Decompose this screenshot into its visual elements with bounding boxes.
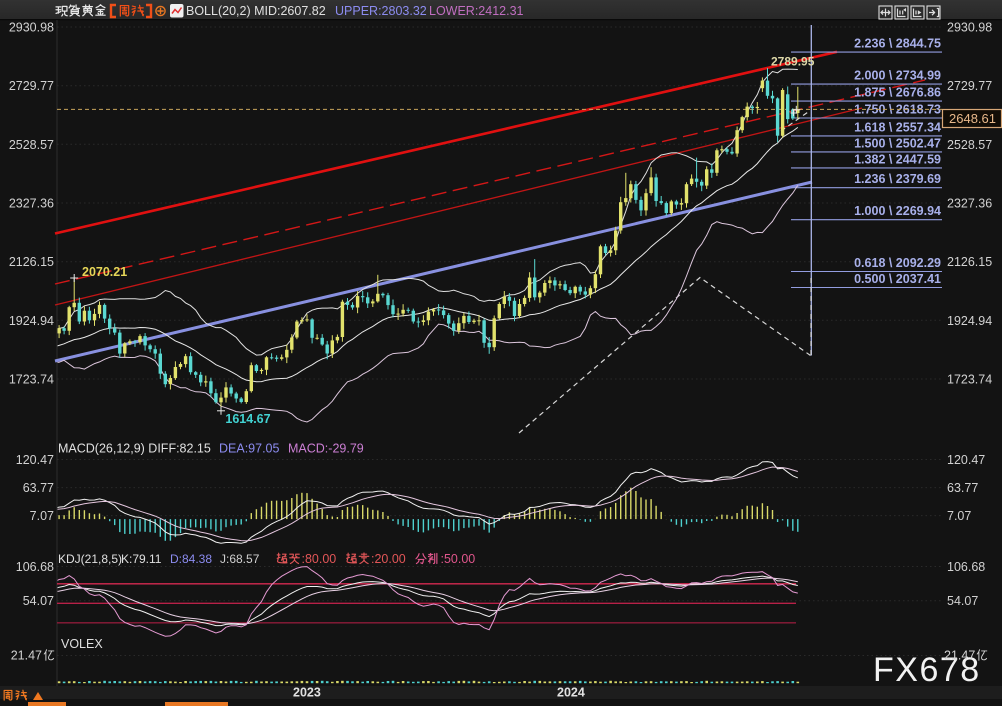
svg-text:106.68: 106.68 — [947, 560, 985, 574]
svg-text:63.77: 63.77 — [23, 481, 54, 495]
svg-text:120.47: 120.47 — [16, 453, 54, 467]
svg-text:120.47: 120.47 — [947, 453, 985, 467]
svg-text::50.00: :50.00 — [441, 552, 476, 566]
svg-text:7.07: 7.07 — [947, 509, 971, 523]
svg-text:2729.77: 2729.77 — [9, 79, 54, 93]
svg-text:UPPER:2803.32: UPPER:2803.32 — [335, 4, 427, 18]
svg-text:54.07: 54.07 — [23, 594, 54, 608]
svg-text:1.236 \ 2379.69: 1.236 \ 2379.69 — [854, 172, 941, 186]
svg-text:1723.74: 1723.74 — [947, 373, 992, 387]
svg-text:1.382 \ 2447.59: 1.382 \ 2447.59 — [854, 152, 941, 166]
svg-text:2.236 \ 2844.75: 2.236 \ 2844.75 — [854, 37, 941, 51]
svg-text:1.875 \ 2676.86: 1.875 \ 2676.86 — [854, 86, 941, 100]
svg-text:21.47: 21.47 — [944, 649, 975, 663]
svg-text:1.500 \ 2502.47: 1.500 \ 2502.47 — [854, 136, 941, 150]
svg-text:1.618 \ 2557.34: 1.618 \ 2557.34 — [854, 120, 941, 134]
svg-text:2789.95: 2789.95 — [771, 55, 815, 69]
svg-text:7.07: 7.07 — [30, 509, 54, 523]
svg-text:2126.15: 2126.15 — [947, 255, 992, 269]
svg-text:2729.77: 2729.77 — [947, 79, 992, 93]
svg-text:2528.57: 2528.57 — [947, 138, 992, 152]
svg-text:2648.61: 2648.61 — [949, 111, 996, 126]
svg-text:2070.21: 2070.21 — [82, 265, 127, 279]
svg-text:2.000 \ 2734.99: 2.000 \ 2734.99 — [854, 69, 941, 83]
svg-text::20.00: :20.00 — [371, 552, 406, 566]
svg-text:1.000 \ 2269.94: 1.000 \ 2269.94 — [854, 204, 941, 218]
svg-text:LOWER:2412.31: LOWER:2412.31 — [429, 4, 524, 18]
svg-text:2024: 2024 — [557, 686, 585, 700]
svg-text:2327.36: 2327.36 — [9, 197, 54, 211]
svg-text:MACD(26,12,9) DIFF:82.15: MACD(26,12,9) DIFF:82.15 — [58, 442, 211, 456]
svg-text:2327.36: 2327.36 — [947, 197, 992, 211]
svg-text:2930.98: 2930.98 — [947, 21, 992, 35]
svg-text:54.07: 54.07 — [947, 594, 978, 608]
svg-text:1924.94: 1924.94 — [9, 314, 54, 328]
svg-text:21.47: 21.47 — [11, 649, 42, 663]
svg-text:DEA:97.05: DEA:97.05 — [219, 442, 280, 456]
svg-text:106.68: 106.68 — [16, 560, 54, 574]
svg-text:1723.74: 1723.74 — [9, 373, 54, 387]
svg-text:2023: 2023 — [293, 686, 321, 700]
svg-text:K:79.11: K:79.11 — [121, 552, 162, 566]
svg-text:D:84.38: D:84.38 — [170, 552, 212, 566]
svg-text:J:68.57: J:68.57 — [220, 552, 260, 566]
svg-text:1614.67: 1614.67 — [225, 412, 270, 426]
svg-text:0.500 \ 2037.41: 0.500 \ 2037.41 — [854, 272, 941, 286]
svg-text:1924.94: 1924.94 — [947, 314, 992, 328]
svg-text:2126.15: 2126.15 — [9, 255, 54, 269]
svg-text:BOLL(20,2) MID:2607.82: BOLL(20,2) MID:2607.82 — [186, 4, 326, 18]
svg-text:FX678: FX678 — [873, 651, 981, 689]
svg-text:2528.57: 2528.57 — [9, 138, 54, 152]
svg-text::80.00: :80.00 — [302, 552, 337, 566]
svg-text:MACD:-29.79: MACD:-29.79 — [288, 442, 364, 456]
svg-text:KDJ(21,8,5): KDJ(21,8,5) — [58, 552, 122, 566]
svg-text:63.77: 63.77 — [947, 481, 978, 495]
svg-text:VOLEX: VOLEX — [61, 637, 103, 651]
svg-text:2930.98: 2930.98 — [9, 21, 54, 35]
svg-text:0.618 \ 2092.29: 0.618 \ 2092.29 — [854, 256, 941, 270]
